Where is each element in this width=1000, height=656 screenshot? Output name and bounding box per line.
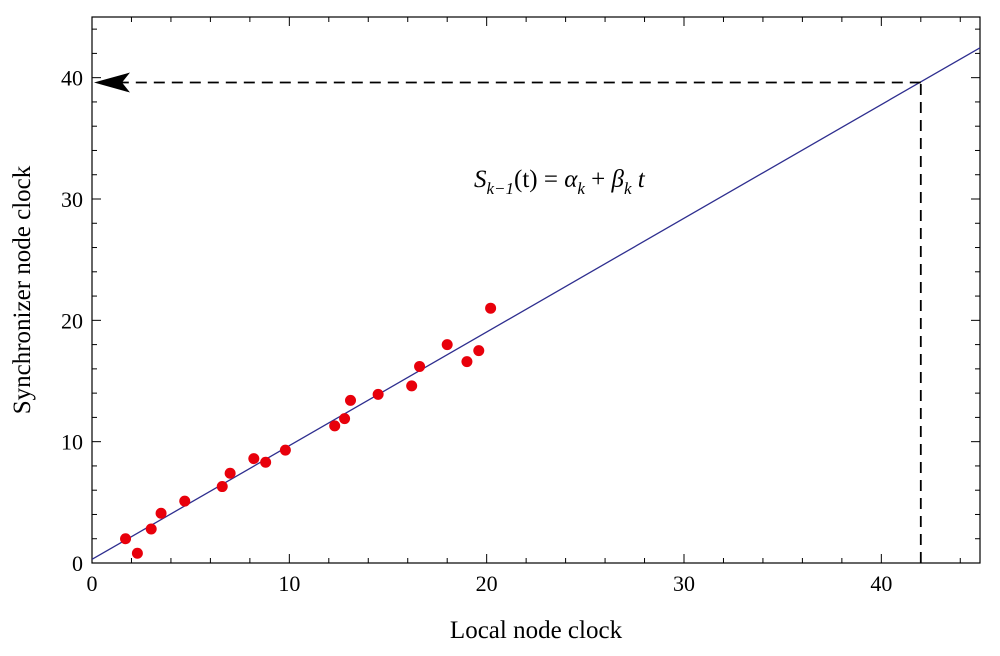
data-point: [224, 467, 236, 479]
x-tick-label: 0: [87, 571, 98, 596]
x-tick-label: 20: [476, 571, 498, 596]
x-axis-title: Local node clock: [450, 617, 623, 644]
axis-tick-labels: 0 10 20 30 40 0 10 20 30 40: [61, 66, 892, 596]
data-point: [145, 523, 157, 535]
y-tick-label: 10: [61, 430, 83, 455]
data-point: [260, 456, 272, 468]
data-points: [120, 302, 497, 559]
x-tick-label: 30: [673, 571, 695, 596]
data-point: [179, 495, 191, 507]
plot-frame: [91, 16, 981, 564]
data-point: [485, 302, 497, 314]
data-point: [441, 339, 453, 351]
y-tick-label: 40: [61, 66, 83, 91]
arrow-head-icon: [94, 72, 130, 93]
data-point: [155, 507, 167, 519]
data-point: [345, 394, 357, 406]
data-point: [131, 547, 143, 559]
y-tick-label: 20: [61, 308, 83, 333]
fit-equation: Sk−1(t) = αk + βk t: [474, 166, 646, 198]
data-point: [414, 360, 426, 372]
data-point: [473, 345, 485, 357]
y-tick-label: 0: [72, 551, 83, 576]
y-tick-label: 30: [61, 187, 83, 212]
y-axis-title: Synchronizer node clock: [9, 165, 36, 414]
x-tick-label: 10: [278, 571, 300, 596]
data-point: [406, 380, 418, 392]
data-point: [279, 444, 291, 456]
data-point: [329, 420, 341, 432]
axis-ticks: [91, 17, 980, 564]
fit-line: [91, 47, 981, 560]
data-point: [461, 356, 473, 368]
data-point: [372, 388, 384, 400]
data-point: [248, 453, 260, 465]
x-tick-label: 40: [870, 571, 892, 596]
data-point: [216, 481, 228, 493]
data-point: [120, 533, 132, 545]
data-point: [339, 413, 351, 425]
